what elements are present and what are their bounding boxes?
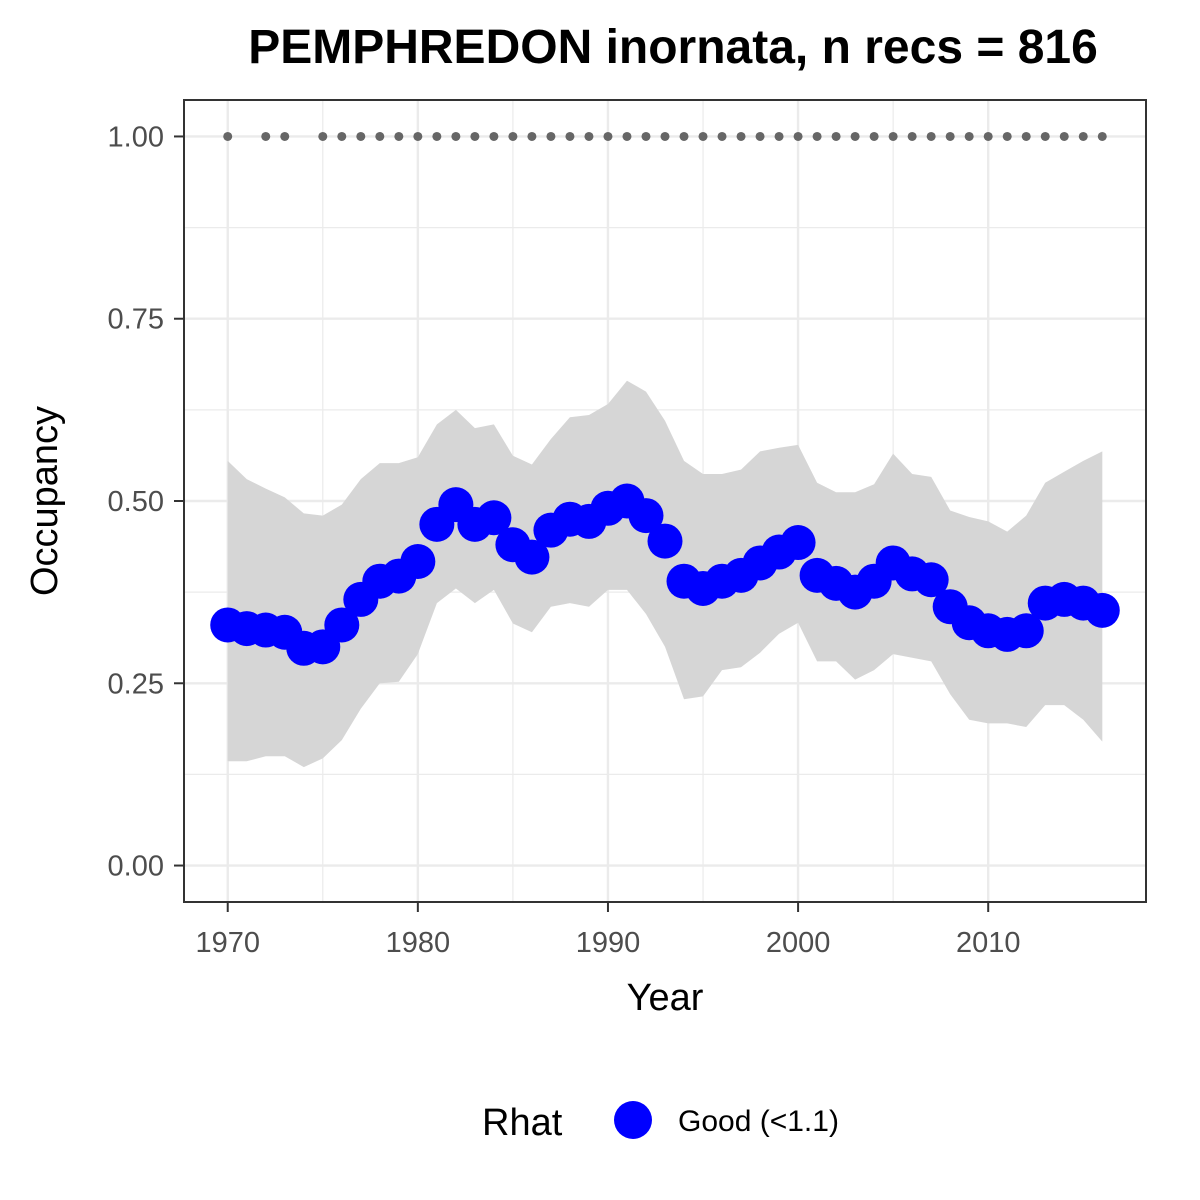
- record-dot: [850, 131, 860, 141]
- record-dot: [774, 131, 784, 141]
- record-dot: [318, 131, 328, 141]
- record-dot: [983, 131, 993, 141]
- occupancy-points: [210, 483, 1120, 666]
- occupancy-point: [780, 525, 816, 561]
- occupancy-point: [514, 539, 550, 575]
- x-tick-label: 2000: [766, 927, 831, 959]
- x-tick-label: 2010: [956, 927, 1021, 959]
- occupancy-point: [476, 500, 512, 536]
- y-tick-label: 0.00: [108, 851, 164, 883]
- occupancy-point: [628, 498, 664, 534]
- record-dot: [888, 131, 898, 141]
- x-tick-label: 1980: [386, 927, 451, 959]
- record-dot: [375, 131, 385, 141]
- record-dot: [660, 131, 670, 141]
- record-dot: [508, 131, 518, 141]
- record-dot: [489, 131, 499, 141]
- record-dot: [1021, 131, 1031, 141]
- occupancy-point: [324, 607, 360, 643]
- record-dot: [546, 131, 556, 141]
- record-dot: [280, 131, 290, 141]
- record-dot: [793, 131, 803, 141]
- y-tick-label: 0.75: [108, 304, 164, 336]
- record-dot: [1097, 131, 1107, 141]
- legend-title: Rhat: [482, 1102, 563, 1144]
- record-dot: [679, 131, 689, 141]
- x-axis-ticks: 1970 1980 1990 2000 2010: [195, 902, 1020, 959]
- y-axis-title: Occupancy: [24, 406, 66, 596]
- record-dot: [603, 131, 613, 141]
- occupancy-point: [913, 562, 949, 598]
- record-dots: [223, 131, 1107, 141]
- confidence-ribbon: [227, 380, 1103, 768]
- record-dot: [641, 131, 651, 141]
- legend-key-dot: [614, 1101, 652, 1139]
- x-tick-label: 1970: [195, 927, 260, 959]
- record-dot: [527, 131, 537, 141]
- record-dot: [622, 131, 632, 141]
- record-dot: [926, 131, 936, 141]
- plot-panel: [183, 99, 1147, 903]
- legend-label: Good (<1.1): [678, 1105, 839, 1138]
- y-tick-label: 1.00: [108, 121, 164, 153]
- record-dot: [223, 131, 233, 141]
- record-dot: [432, 131, 442, 141]
- y-tick-label: 0.50: [108, 486, 164, 518]
- record-dot: [1040, 131, 1050, 141]
- record-dot: [394, 131, 404, 141]
- record-dot: [717, 131, 727, 141]
- record-dot: [869, 131, 879, 141]
- record-dot: [337, 131, 347, 141]
- chart-title: PEMPHREDON inornata, n recs = 816: [248, 21, 1098, 74]
- record-dot: [261, 131, 271, 141]
- y-axis-ticks: 0.00 0.25 0.50 0.75 1.00: [108, 121, 184, 883]
- record-dot: [945, 131, 955, 141]
- x-tick-label: 1990: [576, 927, 641, 959]
- record-dot: [451, 131, 461, 141]
- record-dot: [356, 131, 366, 141]
- record-dot: [1059, 131, 1069, 141]
- record-dot: [907, 131, 917, 141]
- record-dot: [470, 131, 480, 141]
- record-dot: [831, 131, 841, 141]
- record-dot: [812, 131, 822, 141]
- record-dot: [964, 131, 974, 141]
- record-dot: [1002, 131, 1012, 141]
- x-axis-title: Year: [627, 977, 704, 1019]
- occupancy-point: [400, 544, 436, 580]
- y-tick-label: 0.25: [108, 668, 164, 700]
- occupancy-point: [1084, 592, 1120, 628]
- occupancy-point: [1008, 613, 1044, 649]
- record-dot: [584, 131, 594, 141]
- record-dot: [755, 131, 765, 141]
- record-dot: [1078, 131, 1088, 141]
- record-dot: [413, 131, 423, 141]
- record-dot: [565, 131, 575, 141]
- record-dot: [698, 131, 708, 141]
- legend: Rhat Good (<1.1): [482, 1101, 839, 1144]
- record-dot: [736, 131, 746, 141]
- occupancy-point: [647, 523, 683, 559]
